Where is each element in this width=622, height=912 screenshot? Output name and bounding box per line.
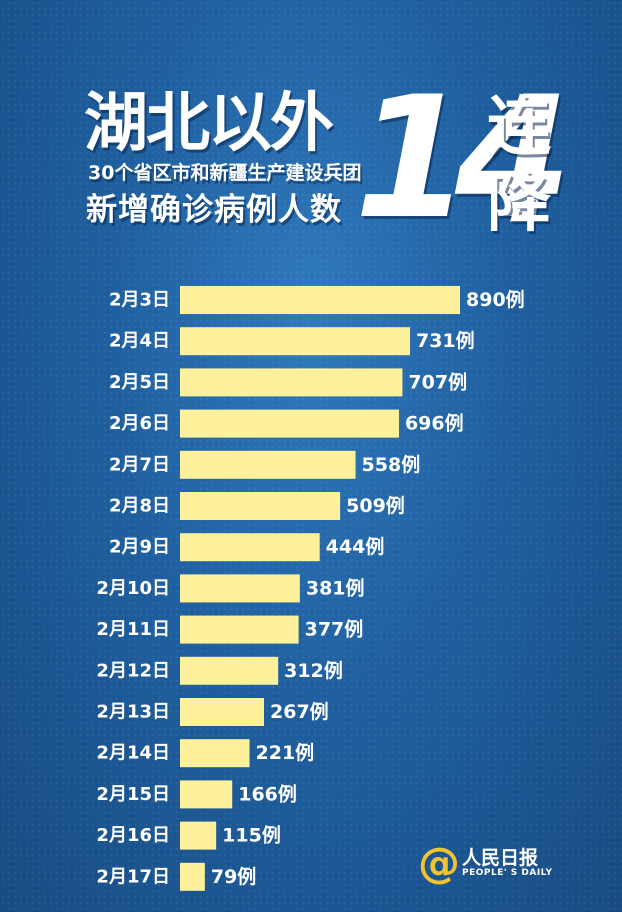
value-label: 267例 [270, 700, 329, 723]
category-label: 2月16日 [96, 825, 170, 846]
category-label: 2月7日 [109, 454, 170, 475]
bar [180, 409, 399, 438]
category-label: 2月6日 [109, 413, 170, 434]
value-label: 890例 [466, 288, 525, 311]
value-label: 558例 [362, 453, 421, 476]
bar [180, 327, 410, 356]
peoples-daily-logo: @ 人民日报 PEOPLE' S DAILY [418, 842, 553, 884]
bar [180, 574, 300, 603]
bar [180, 533, 320, 562]
value-label: 312例 [284, 659, 343, 682]
category-label: 2月12日 [96, 660, 170, 681]
category-label: 2月15日 [96, 784, 170, 805]
big-number: 14 [354, 60, 572, 256]
side-char-top: 连 [487, 91, 551, 165]
bar [180, 821, 217, 850]
value-label: 444例 [326, 535, 385, 558]
bar [180, 286, 460, 314]
value-label: 377例 [305, 618, 364, 641]
bar [180, 368, 403, 397]
bar [180, 492, 341, 520]
bar [180, 739, 250, 768]
subtitle-line-2: 新增确诊病例人数 [86, 192, 342, 228]
value-label: 79例 [211, 865, 256, 888]
category-label: 2月11日 [96, 619, 170, 640]
logo-name-cn: 人民日报 [462, 846, 539, 869]
value-label: 221例 [256, 741, 315, 764]
logo-text: 人民日报 PEOPLE' S DAILY [462, 846, 553, 879]
category-label: 2月14日 [96, 743, 170, 764]
value-label: 731例 [416, 329, 475, 352]
category-label: 2月13日 [96, 702, 170, 723]
value-label: 696例 [405, 412, 464, 435]
bar [180, 450, 356, 479]
category-label: 2月5日 [109, 372, 170, 393]
category-label: 2月8日 [109, 496, 170, 517]
value-label: 509例 [346, 494, 405, 517]
value-label: 707例 [408, 370, 467, 393]
bar [180, 615, 299, 644]
category-label: 2月3日 [109, 290, 170, 311]
value-label: 381例 [306, 576, 365, 599]
bar [180, 698, 264, 726]
value-label: 166例 [238, 782, 297, 805]
category-label: 2月10日 [96, 578, 170, 599]
category-label: 2月9日 [109, 537, 170, 558]
value-label: 115例 [222, 824, 281, 847]
bar [180, 862, 205, 891]
side-char-bottom: 降 [487, 167, 551, 241]
category-label: 2月17日 [96, 866, 170, 887]
page-title: 湖北以外 [84, 87, 334, 161]
bar [180, 656, 279, 685]
logo-at-icon: @ [418, 838, 460, 887]
bar [180, 780, 233, 809]
subtitle-line-1: 30个省区市和新疆生产建设兵团 [88, 162, 362, 184]
category-label: 2月4日 [109, 331, 170, 352]
logo-name-en: PEOPLE' S DAILY [462, 868, 553, 879]
